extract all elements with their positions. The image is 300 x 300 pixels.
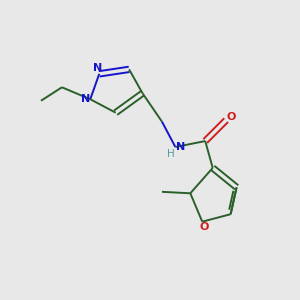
Text: H: H xyxy=(167,148,175,159)
Text: O: O xyxy=(199,222,208,232)
Text: N: N xyxy=(176,142,185,152)
Text: O: O xyxy=(227,112,236,122)
Text: N: N xyxy=(81,94,90,104)
Text: N: N xyxy=(93,64,102,74)
